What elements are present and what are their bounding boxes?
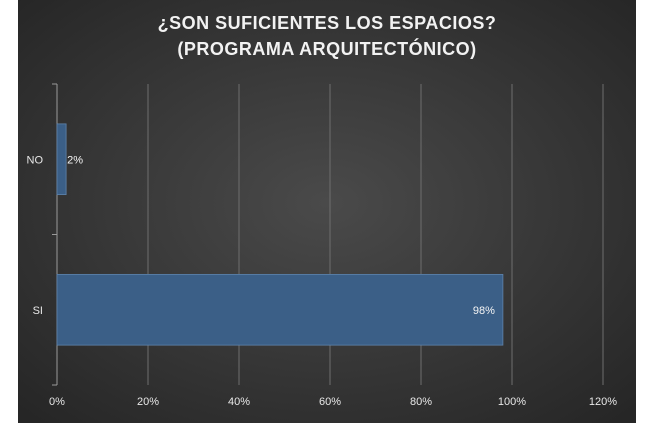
x-tick-label: 100% xyxy=(498,396,526,408)
x-tick-label: 40% xyxy=(228,396,250,408)
chart-title: ¿SON SUFICIENTES LOS ESPACIOS? xyxy=(158,13,497,33)
bar-no xyxy=(56,123,67,196)
x-tick-label: 20% xyxy=(137,396,159,408)
data-label: 98% xyxy=(473,305,495,317)
chart-background xyxy=(18,0,636,423)
data-label: 2% xyxy=(67,154,83,166)
x-tick-label: 0% xyxy=(49,396,65,408)
category-label: NO xyxy=(27,154,44,166)
bars xyxy=(56,123,504,346)
labels: 0% 20% 40% 60% 80% 100% 120% NO 2% SI 98% xyxy=(27,154,618,408)
bar-si xyxy=(56,273,504,346)
x-tick-label: 60% xyxy=(319,396,341,408)
x-tick-label: 80% xyxy=(410,396,432,408)
x-tick-label: 120% xyxy=(589,396,617,408)
chart-subtitle: (PROGRAMA ARQUITECTÓNICO) xyxy=(177,38,476,59)
category-label: SI xyxy=(33,305,43,317)
